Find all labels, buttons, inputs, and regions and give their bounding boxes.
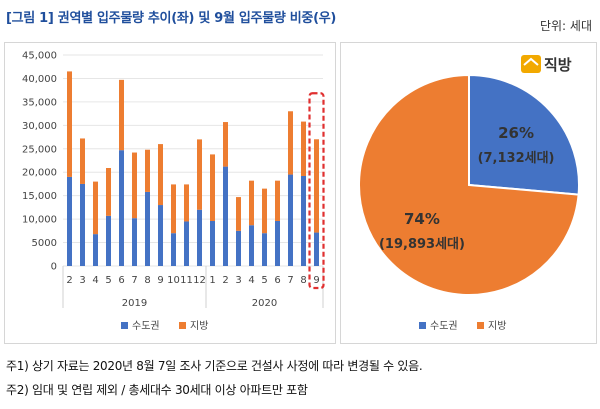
- bar-segment: [197, 139, 202, 210]
- bar-segment: [145, 149, 150, 192]
- bar-segment: [184, 221, 189, 266]
- bar-segment: [275, 220, 280, 266]
- x-tick-label: 3: [79, 275, 85, 286]
- bar-segment: [132, 152, 137, 219]
- year-label: 2019: [122, 298, 147, 309]
- pie-value-label: (7,132세대): [478, 151, 555, 166]
- bar-segment: [197, 209, 202, 266]
- bar-segment: [106, 168, 111, 216]
- pie-slice: [468, 73, 580, 196]
- footnote-2: 주2) 임대 및 연립 제외 / 총세대수 30세대 이상 아파트만 포함: [6, 383, 308, 397]
- x-tick-label: 2: [222, 275, 228, 286]
- bar-segment: [314, 232, 319, 266]
- pie-slice: [358, 73, 580, 296]
- x-tick-label: 3: [235, 275, 241, 286]
- bar-segment: [223, 166, 228, 266]
- bar-segment: [184, 184, 189, 222]
- legend-label: 수도권: [430, 320, 458, 332]
- bar-segment: [119, 79, 124, 151]
- x-tick-label: 12: [193, 275, 206, 286]
- bar-segment: [106, 215, 111, 266]
- bar-segment: [314, 139, 319, 233]
- x-tick-label: 6: [274, 275, 280, 286]
- x-tick-label: 8: [144, 275, 150, 286]
- y-tick-label: 35,000: [22, 97, 57, 108]
- x-tick-label: 1: [209, 275, 215, 286]
- bar-segment: [119, 150, 124, 266]
- pie-percent-label: 26%: [498, 124, 534, 142]
- bar-segment: [301, 121, 306, 176]
- x-tick-label: 4: [92, 275, 98, 286]
- bar-segment: [236, 197, 241, 231]
- y-tick-label: 45,000: [22, 51, 57, 62]
- y-tick-label: 10,000: [22, 215, 57, 226]
- x-tick-label: 7: [287, 275, 293, 286]
- bar-segment: [210, 154, 215, 221]
- bar-segment: [80, 183, 85, 266]
- logo-text: 직방: [544, 56, 572, 74]
- x-tick-label: 8: [300, 275, 306, 286]
- y-tick-label: 40,000: [22, 74, 57, 85]
- bar-segment: [262, 233, 267, 266]
- x-tick-label: 9: [313, 275, 319, 286]
- bar-segment: [210, 220, 215, 266]
- y-tick-label: 15,000: [22, 191, 57, 202]
- x-tick-label: 7: [131, 275, 137, 286]
- x-tick-label: 11: [180, 275, 193, 286]
- bar-segment: [67, 176, 72, 266]
- y-tick-label: 0: [51, 262, 57, 273]
- bar-segment: [171, 233, 176, 266]
- bar-segment: [93, 181, 98, 235]
- x-tick-label: 5: [261, 275, 267, 286]
- bar-segment: [288, 111, 293, 175]
- footnote-1: 주1) 상기 자료는 2020년 8월 7일 조사 기준으로 건설사 사정에 따…: [6, 359, 423, 373]
- bar-segment: [93, 234, 98, 266]
- x-tick-label: 6: [118, 275, 124, 286]
- zigbang-logo: 직방: [521, 55, 572, 74]
- bar-segment: [80, 138, 85, 184]
- legend-swatch: [419, 322, 426, 329]
- pie-chart: 직방 26% (7,132세대) 74% (19,893세대) 수도권 지방: [358, 55, 580, 332]
- bar-segment: [223, 122, 228, 167]
- legend-swatch: [477, 322, 484, 329]
- bar-segment: [67, 71, 72, 177]
- y-tick-label: 25,000: [22, 144, 57, 155]
- x-tick-label: 2: [66, 275, 72, 286]
- bar-segment: [171, 184, 176, 234]
- legend-label: 수도권: [132, 320, 160, 332]
- pie-chart-panel: 직방 26% (7,132세대) 74% (19,893세대) 수도권 지방: [340, 42, 597, 344]
- year-label: 2020: [252, 298, 277, 309]
- x-tick-label: 4: [248, 275, 254, 286]
- stacked-bar-chart: 0 5000 10,000 15,000 20,000 25,000 30,000 35,00…: [22, 51, 325, 332]
- house-icon: [521, 55, 541, 73]
- legend-swatch: [179, 322, 186, 329]
- figure-title: [그림 1] 권역별 입주물량 추이(좌) 및 9월 입주물량 비중(우): [6, 11, 337, 26]
- unit-label: 단위: 세대: [539, 19, 592, 33]
- bar-segment: [236, 230, 241, 266]
- pie-percent-label: 74%: [404, 210, 440, 228]
- bar-segment: [249, 225, 254, 266]
- x-tick-label: 9: [157, 275, 163, 286]
- bar-segment: [262, 188, 267, 234]
- legend-swatch: [121, 322, 128, 329]
- legend-label: 지방: [488, 320, 506, 332]
- bar-segment: [132, 218, 137, 266]
- pie-value-label: (19,893세대): [379, 237, 465, 252]
- y-tick-label: 30,000: [22, 121, 57, 132]
- bar-segment: [288, 174, 293, 266]
- x-tick-label: 5: [105, 275, 111, 286]
- y-tick-label: 5000: [32, 238, 57, 249]
- bar-segment: [301, 175, 306, 266]
- bar-chart-panel: 0 5000 10,000 15,000 20,000 25,000 30,000 35,00…: [4, 42, 336, 344]
- x-tick-label: 10: [167, 275, 180, 286]
- bar-segment: [158, 205, 163, 266]
- bar-segment: [145, 191, 150, 266]
- bar-segment: [158, 144, 163, 206]
- y-tick-label: 20,000: [22, 168, 57, 179]
- legend-label: 지방: [190, 320, 208, 332]
- bar-segment: [275, 180, 280, 221]
- bar-segment: [249, 180, 254, 226]
- highlight-box: [308, 92, 325, 290]
